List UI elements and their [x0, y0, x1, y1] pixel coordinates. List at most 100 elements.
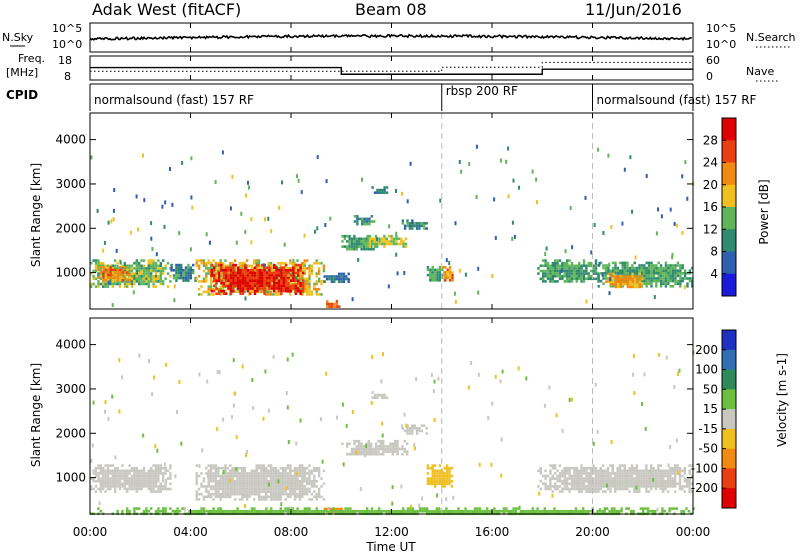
velocity-cell [305, 482, 309, 486]
velocity-speckle [241, 364, 244, 369]
velocity-cell [674, 477, 677, 480]
velocity-cell [114, 490, 117, 493]
velocity-speckle [244, 504, 246, 509]
velocity-cell [505, 509, 508, 513]
velocity-cell [426, 466, 430, 470]
power-speckle [499, 158, 502, 163]
velocity-cell [241, 472, 244, 475]
power-cell [353, 242, 356, 246]
power-cell [308, 264, 311, 268]
velocity-cell [638, 477, 641, 480]
velocity-cell [205, 466, 208, 470]
power-cell [154, 264, 158, 268]
velocity-cell [642, 509, 645, 513]
velocity-cell [219, 485, 222, 488]
velocity-cell [640, 482, 643, 486]
velocity-cell [255, 485, 258, 488]
velocity-region [90, 464, 172, 493]
power-cell [664, 264, 668, 267]
velocity-cell [611, 479, 614, 483]
velocity-colorbar-tick-label: 100 [695, 363, 718, 377]
velocity-cell [114, 487, 117, 491]
power-cell [590, 274, 593, 278]
power-cell [355, 237, 358, 241]
power-cell [263, 287, 266, 290]
power-cell [269, 282, 273, 286]
power-cell [253, 276, 257, 280]
velocity-cell [109, 479, 112, 483]
velocity-cell [135, 474, 138, 478]
velocity-cell [135, 472, 138, 475]
velocity-cell [429, 466, 432, 470]
velocity-cell [544, 485, 547, 488]
velocity-cell [546, 487, 550, 491]
power-cell [638, 283, 642, 286]
velocity-cell [391, 450, 394, 453]
power-cell [629, 277, 632, 281]
power-cell [234, 271, 237, 275]
velocity-cell [441, 482, 444, 486]
power-cell [408, 227, 412, 230]
velocity-cell [644, 507, 647, 510]
velocity-cell [303, 492, 306, 496]
velocity-colorbar-tick-label: -50 [698, 442, 718, 456]
power-cell [433, 276, 437, 279]
power-speckle [475, 195, 478, 199]
power-cell [556, 280, 559, 283]
velocity-cell [606, 487, 610, 491]
velocity-cell [291, 507, 294, 510]
velocity-cell [147, 485, 150, 488]
velocity-colorbar-tick-label: 200 [695, 343, 718, 357]
power-cell [301, 287, 305, 290]
power-cell [99, 264, 102, 268]
power-cell [604, 272, 608, 275]
power-cell [214, 264, 218, 268]
velocity-cell [279, 474, 282, 478]
velocity-cell [317, 472, 321, 475]
power-cell [383, 245, 386, 248]
power-cell [650, 285, 653, 288]
velocity-cell [133, 487, 136, 491]
power-speckle [283, 242, 286, 247]
velocity-cell [386, 450, 390, 453]
velocity-cell [647, 477, 650, 480]
power-cell [138, 282, 141, 286]
velocity-cell [466, 509, 470, 513]
velocity-speckle [391, 485, 394, 490]
velocity-cell [549, 485, 552, 488]
velocity-cell [169, 466, 172, 470]
power-cell [268, 271, 271, 275]
power-cell [126, 285, 129, 288]
velocity-cell [382, 450, 385, 453]
velocity-cell [362, 445, 366, 448]
velocity-cell [638, 469, 641, 473]
velocity-cell [621, 487, 624, 491]
power-cell [246, 271, 249, 275]
power-cell [187, 269, 190, 272]
velocity-cell [654, 479, 658, 483]
power-cell [587, 264, 590, 268]
power-speckle [634, 255, 637, 260]
velocity-cell [142, 472, 146, 475]
nsky-label: N.Sky [2, 31, 34, 44]
power-cell [280, 289, 283, 293]
velocity-cell [590, 479, 593, 483]
velocity-cell [657, 477, 660, 480]
power-cell [671, 269, 675, 272]
velocity-cell [582, 509, 585, 513]
power-cell [544, 272, 547, 275]
velocity-speckle [381, 433, 384, 438]
power-cell [177, 276, 180, 280]
power-cell [107, 268, 110, 272]
velocity-speckle [235, 467, 238, 472]
power-speckle [448, 261, 451, 265]
power-cell [308, 282, 311, 286]
velocity-cell [415, 429, 419, 433]
power-cell [209, 277, 213, 281]
velocity-cell [221, 495, 225, 499]
velocity-cell [603, 507, 606, 510]
power-speckle [262, 263, 265, 268]
velocity-cell [609, 464, 612, 467]
velocity-cell [382, 439, 385, 443]
velocity-cell [214, 474, 218, 478]
